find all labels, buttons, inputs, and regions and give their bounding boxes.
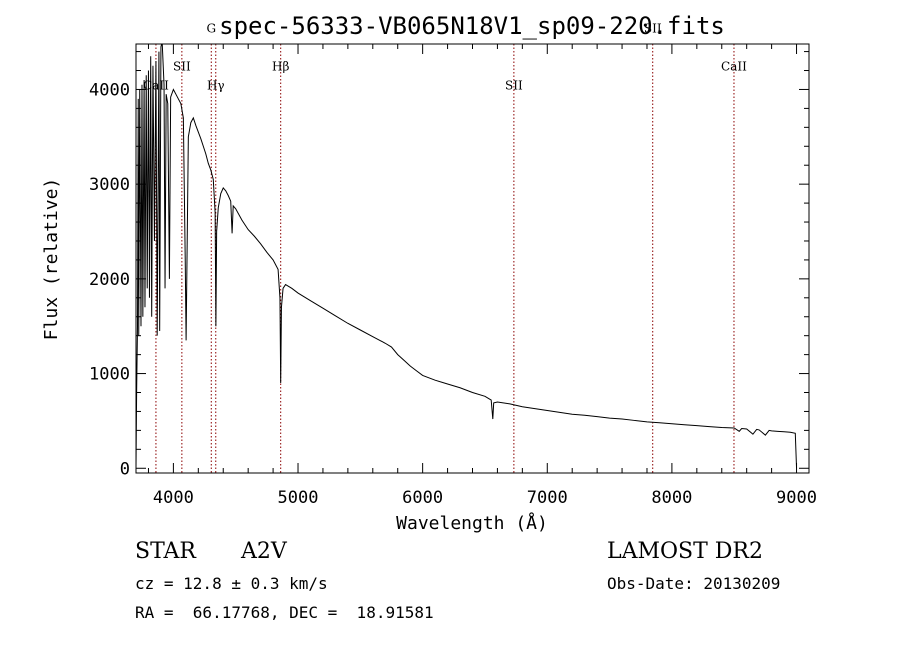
spectral-line-label: Hβ (272, 60, 289, 74)
redshift-cz: cz = 12.8 ± 0.3 km/s (135, 574, 328, 593)
chart-title: spec-56333-VB065N18V1_sp09-220.fits (219, 12, 725, 40)
y-axis-label: Flux (relative) (41, 178, 62, 341)
spectral-line-label: SII (644, 22, 662, 36)
y-tick-label: 4000 (89, 80, 130, 100)
y-tick-label: 3000 (89, 175, 130, 195)
spectral-line-labels: CaII SII G Hγ Hβ SII SII CaII (143, 22, 747, 93)
observation-date: Obs-Date: 20130209 (607, 574, 781, 593)
plot-frame (135, 43, 810, 474)
spectral-line-label: CaII (143, 78, 169, 92)
x-tick-label: 4000 (153, 488, 194, 508)
spectral-subclass: A2V (241, 539, 287, 564)
y-tick-label: 1000 (89, 365, 130, 385)
spectral-line-label: Hγ (207, 78, 225, 92)
spectrum-series-line (136, 44, 798, 469)
x-tick-label: 8000 (651, 488, 692, 508)
survey-name: LAMOST DR2 (607, 539, 763, 564)
plot-area: 4000 5000 6000 7000 8000 9000 0 1000 2000 3000 400… (89, 22, 817, 508)
x-axis-label: Wavelength (Å) (396, 512, 548, 534)
spectral-line-label: SII (505, 78, 523, 92)
spectral-line-label: SII (173, 60, 191, 74)
y-tick-label: 0 (120, 459, 130, 479)
spectral-line-label: G (206, 22, 216, 36)
ra-dec-coordinates: RA = 66.17768, DEC = 18.91581 (135, 603, 434, 622)
spectral-line-label: CaII (721, 60, 747, 74)
y-tick-label: 2000 (89, 270, 130, 290)
x-tick-label: 9000 (776, 488, 817, 508)
x-tick-label: 7000 (527, 488, 568, 508)
object-type: STAR (135, 539, 196, 564)
x-tick-label: 6000 (402, 488, 443, 508)
spectral-line-markers (155, 44, 735, 473)
x-tick-label: 5000 (278, 488, 319, 508)
axis-ticks: 4000 5000 6000 7000 8000 9000 0 1000 2000 3000 400… (89, 44, 817, 508)
